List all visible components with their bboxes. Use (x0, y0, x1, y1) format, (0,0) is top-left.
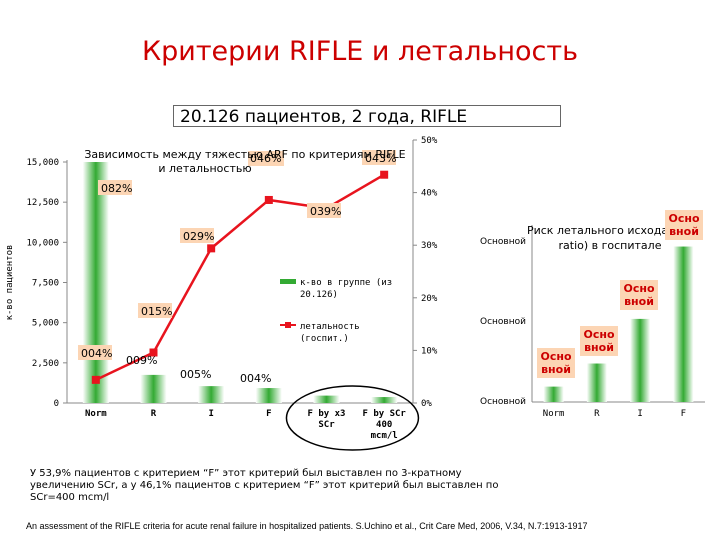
legend-bar-label: 20.126) (300, 290, 338, 300)
chart2-y-tick-label: Основной (480, 317, 526, 327)
x-tick-label: R (151, 409, 157, 419)
chart2-x-tick-label: F (681, 409, 686, 419)
data-label-bg (138, 303, 172, 318)
or-bar-3 (673, 246, 694, 402)
bar-3 (255, 388, 282, 403)
data-label: 004% (81, 347, 112, 360)
legend-bar-swatch (280, 279, 296, 284)
data-label-bg (98, 180, 132, 195)
legend-line-marker (285, 322, 291, 328)
y-tick-label: 2,500 (32, 359, 59, 369)
or-label-bg (665, 210, 703, 240)
footnote: У 53,9% пациентов с критерием “F” этот к… (30, 468, 499, 503)
y2-tick-label: 0% (421, 399, 432, 409)
subtitle-box: 20.126 пациентов, 2 года, RIFLE (173, 105, 561, 127)
data-label-bg (307, 203, 341, 218)
highlight-ellipse (285, 385, 420, 451)
bar-4 (313, 395, 340, 403)
chart2-y-tick-label: Основной (480, 237, 526, 247)
chart2-y-tick-label: Основной (480, 397, 526, 407)
or-label: Осно (583, 328, 614, 341)
data-label: 009% (126, 354, 157, 367)
x-tick-label: I (208, 409, 213, 419)
or-label-bg (620, 280, 658, 310)
legend-line-label: летальность (300, 322, 360, 332)
y2-tick-label: 30% (421, 241, 438, 251)
x-tick-label: 400 (376, 420, 392, 430)
mortality-point-5 (380, 170, 389, 179)
data-label-bg (248, 151, 284, 166)
or-label: Осно (540, 350, 571, 363)
data-label: 046% (250, 152, 281, 165)
or-label: Осно (668, 212, 699, 225)
y-tick-label: 10,000 (26, 238, 59, 248)
y-tick-label: 0 (54, 399, 59, 409)
slide-title: Критерии RIFLE и летальность (141, 36, 579, 67)
main-chart: 0 2,500 5,000 7,500 10,000 12,500 15,000 0% 10% 2… (5, 136, 705, 451)
data-label: 029% (183, 230, 214, 243)
or-bar-0 (543, 386, 564, 402)
x-tick-label: F by x3 (308, 409, 346, 419)
x-tick-label: mcm/l (371, 431, 398, 441)
or-bar-2 (630, 318, 651, 402)
mortality-point-1 (149, 348, 158, 357)
legend-line-label: (госпит.) (300, 334, 349, 344)
data-label: 004% (240, 372, 271, 385)
or-bar-1 (586, 363, 607, 402)
or-label: вной (541, 363, 571, 376)
mortality-point-0 (91, 375, 100, 384)
chart2-x-tick-label: I (637, 409, 642, 419)
or-label: Осно (623, 282, 654, 295)
y-tick-label: 7,500 (32, 279, 59, 289)
legend-bar-label: к-во в группе (из (300, 278, 392, 288)
data-label: 005% (180, 368, 211, 381)
data-label: 043% (365, 152, 396, 165)
or-label-bg (537, 348, 575, 378)
citation: An assessment of the RIFLE criteria for … (26, 521, 588, 531)
mortality-line (95, 173, 385, 381)
x-tick-label: F by SCr (362, 409, 406, 419)
mortality-point-3 (264, 195, 273, 204)
y-tick-label: 5,000 (32, 319, 59, 329)
data-label-bg (78, 345, 112, 360)
chart2-x-tick-label: Norm (543, 409, 565, 419)
or-label: вной (669, 225, 699, 238)
bar-1 (140, 374, 167, 403)
y2-tick-label: 10% (421, 346, 438, 356)
data-label: 039% (310, 205, 341, 218)
data-label: 082% (101, 182, 132, 195)
chart-title-line2: и летальностью (158, 162, 251, 175)
x-tick-label: Norm (85, 409, 107, 419)
bar-2 (198, 386, 225, 403)
y2-tick-label: 50% (421, 136, 438, 146)
bar-0 (82, 162, 109, 403)
y2-tick-label: 20% (421, 294, 438, 304)
data-label: 015% (141, 305, 172, 318)
data-label-bg (180, 228, 214, 243)
or-label: вной (584, 341, 614, 354)
bar-5 (371, 397, 398, 403)
x-tick-label: SCr (318, 420, 335, 430)
y2-tick-label: 40% (421, 189, 438, 199)
chart2-title-line1: Риск летального исхода (OD (527, 224, 693, 237)
or-label-bg (580, 326, 618, 356)
y-tick-label: 15,000 (26, 158, 59, 168)
or-label: вной (624, 295, 654, 308)
mortality-point-2 (207, 244, 216, 253)
chart2-x-tick-label: R (594, 409, 600, 419)
chart-title-line1: Зависимость между тяжестью ARF по критер… (84, 148, 405, 161)
data-label-bg (362, 150, 396, 165)
x-tick-label: F (266, 409, 271, 419)
y-axis-label: к-во пациентов (5, 245, 15, 321)
y-tick-label: 12,500 (26, 198, 59, 208)
chart2-title-line2: ratio) в госпитале (559, 239, 662, 252)
